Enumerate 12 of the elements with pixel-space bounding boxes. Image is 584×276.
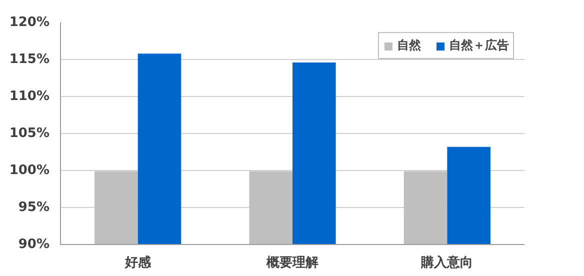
x-tick-label: 概要理解 — [266, 256, 318, 270]
x-tick-label: 好感 — [124, 254, 152, 270]
legend-label: 自然 — [397, 37, 421, 54]
legend-label: 自然＋広告 — [449, 37, 509, 54]
y-tick-label: 90% — [18, 237, 50, 252]
y-tick-label: 110% — [9, 89, 50, 104]
y-tick-label: 115% — [9, 52, 50, 67]
y-tick-label: 105% — [9, 126, 50, 141]
y-tick-label: 95% — [18, 200, 50, 215]
y-tick-label: 100% — [9, 163, 50, 178]
y-tick-label: 120% — [9, 15, 50, 30]
x-tick-label: 購入意向 — [420, 254, 474, 270]
